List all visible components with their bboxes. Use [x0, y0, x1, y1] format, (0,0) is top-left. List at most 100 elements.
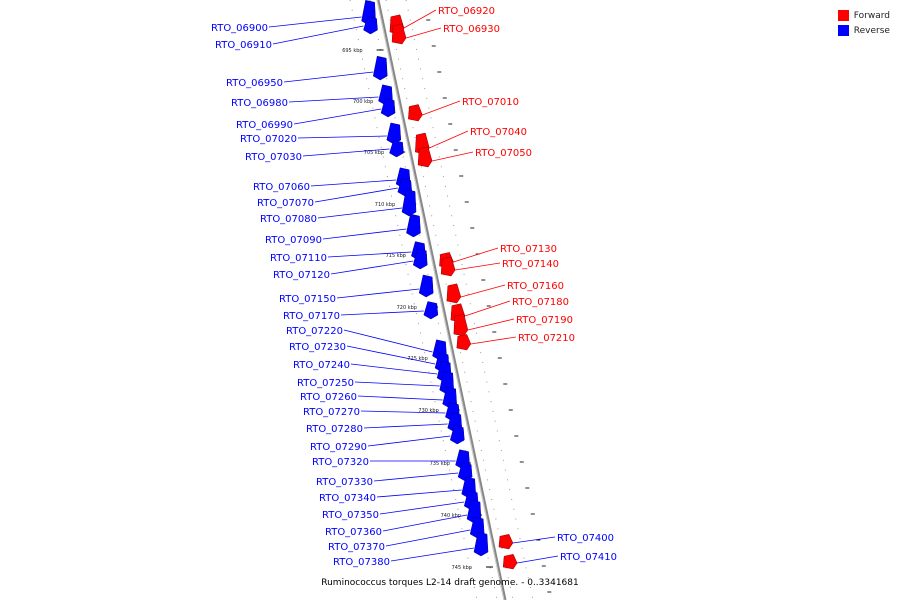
reverse-gene-label[interactable]: RTO_06910 — [215, 40, 272, 51]
reverse-gene[interactable] — [389, 140, 404, 158]
reverse-gene-label[interactable]: RTO_07290 — [310, 442, 367, 453]
reverse-gene-label[interactable]: RTO_07110 — [270, 253, 327, 264]
forward-gene-label[interactable]: RTO_07410 — [560, 552, 617, 563]
reverse-gene-label[interactable]: RTO_07120 — [273, 270, 330, 281]
reverse-gene-label[interactable]: RTO_07330 — [316, 477, 373, 488]
reverse-gene-label[interactable]: RTO_07250 — [297, 378, 354, 389]
reverse-gene[interactable] — [423, 301, 439, 320]
reverse-gene-label[interactable]: RTO_06950 — [226, 78, 283, 89]
legend-reverse-label: Reverse — [853, 25, 890, 36]
reverse-gene-label[interactable]: RTO_07280 — [306, 424, 363, 435]
forward-gene-label[interactable]: RTO_07180 — [512, 297, 569, 308]
reverse-gene[interactable] — [406, 213, 421, 238]
forward-gene[interactable] — [498, 534, 514, 550]
legend-item-reverse: Reverse — [837, 23, 890, 38]
forward-gene-label[interactable]: RTO_07210 — [518, 333, 575, 344]
reverse-leader-line — [268, 16, 362, 28]
reverse-leader-line — [327, 251, 412, 258]
reverse-leader-line — [379, 501, 465, 515]
reverse-gene-label[interactable]: RTO_06990 — [236, 120, 293, 131]
reverse-gene-label[interactable]: RTO_07070 — [257, 198, 314, 209]
reverse-leader-line — [293, 108, 382, 125]
reverse-leader-line — [357, 395, 443, 401]
forward-gene[interactable] — [408, 104, 423, 122]
reverse-gene-label[interactable]: RTO_06900 — [211, 23, 268, 34]
reverse-gene-label[interactable]: RTO_07220 — [286, 326, 343, 337]
reverse-swatch — [837, 25, 849, 36]
reverse-gene-label[interactable]: RTO_07060 — [253, 182, 310, 193]
kbp-tick-label: 695 kbp — [342, 48, 362, 54]
forward-gene[interactable] — [417, 146, 433, 168]
forward-gene-label[interactable]: RTO_07400 — [557, 533, 614, 544]
reverse-leader-line — [336, 288, 420, 299]
forward-gene-label[interactable]: RTO_07190 — [516, 315, 573, 326]
reverse-gene[interactable] — [363, 16, 378, 35]
kbp-tick-label: 720 kbp — [397, 305, 417, 311]
reverse-gene-label[interactable]: RTO_07020 — [240, 134, 297, 145]
reverse-gene[interactable] — [380, 98, 396, 118]
forward-gene[interactable] — [446, 283, 462, 304]
kbp-tick-label: 710 kbp — [375, 202, 395, 208]
reverse-leader-line — [288, 96, 379, 103]
reverse-gene-label[interactable]: RTO_07320 — [312, 457, 369, 468]
forward-leader-line — [455, 262, 501, 271]
forward-gene-label[interactable]: RTO_07140 — [502, 259, 559, 270]
forward-gene[interactable] — [453, 313, 469, 337]
forward-gene[interactable] — [456, 334, 472, 351]
reverse-gene-label[interactable]: RTO_07090 — [265, 235, 322, 246]
reverse-gene[interactable] — [449, 425, 465, 445]
reverse-gene-label[interactable]: RTO_07360 — [325, 527, 382, 538]
kbp-tick-label: 705 kbp — [364, 150, 384, 156]
label-leader-lines — [268, 9, 559, 564]
reverse-gene-label[interactable]: RTO_07240 — [293, 360, 350, 371]
forward-leader-line — [429, 130, 469, 149]
forward-gene-label[interactable]: RTO_07050 — [475, 148, 532, 159]
reverse-gene-label[interactable]: RTO_07380 — [333, 557, 390, 568]
reverse-gene-label[interactable]: RTO_07170 — [283, 311, 340, 322]
forward-gene-label[interactable]: RTO_06930 — [443, 24, 500, 35]
reverse-gene-label[interactable]: RTO_07230 — [289, 342, 346, 353]
forward-gene-label[interactable]: RTO_07010 — [462, 97, 519, 108]
kbp-tick-label: 745 kbp — [452, 565, 472, 571]
forward-gene-label[interactable]: RTO_06920 — [438, 6, 495, 17]
backbone-highlight — [376, 0, 505, 600]
reverse-leader-line — [297, 135, 387, 139]
backbone-line — [376, 0, 507, 600]
reverse-gene[interactable] — [401, 189, 417, 217]
reverse-leader-line — [272, 25, 364, 45]
forward-swatch — [837, 10, 849, 21]
forward-gene-label[interactable]: RTO_07160 — [507, 281, 564, 292]
legend: Forward Reverse — [837, 8, 890, 38]
reverse-gene-label[interactable]: RTO_07080 — [260, 214, 317, 225]
reverse-gene-label[interactable]: RTO_07260 — [300, 392, 357, 403]
forward-gene[interactable] — [440, 256, 456, 277]
legend-forward-label: Forward — [853, 10, 890, 21]
reverse-gene-label[interactable]: RTO_07270 — [303, 407, 360, 418]
kbp-tick-label: 715 kbp — [386, 253, 406, 259]
reverse-gene[interactable] — [372, 55, 388, 81]
reverse-gene[interactable] — [418, 274, 434, 298]
reverse-leader-line — [317, 207, 403, 219]
reverse-gene-label[interactable]: RTO_07370 — [328, 542, 385, 553]
forward-leader-line — [460, 284, 506, 298]
reverse-leader-line — [302, 148, 390, 157]
reverse-gene[interactable] — [412, 248, 428, 270]
reverse-gene[interactable] — [473, 531, 489, 557]
reverse-gene-label[interactable]: RTO_07340 — [319, 493, 376, 504]
reverse-gene[interactable] — [457, 462, 473, 482]
legend-item-forward: Forward — [837, 8, 890, 23]
reverse-gene-label[interactable]: RTO_07030 — [245, 152, 302, 163]
forward-gene[interactable] — [391, 23, 407, 45]
forward-gene-label[interactable]: RTO_07040 — [470, 127, 527, 138]
forward-gene-label[interactable]: RTO_07130 — [500, 244, 557, 255]
reverse-leader-line — [385, 529, 471, 547]
reverse-leader-line — [346, 345, 436, 365]
forward-leader-line — [464, 300, 511, 317]
reverse-leader-line — [382, 514, 468, 532]
reverse-leader-line — [343, 329, 433, 353]
reverse-gene-label[interactable]: RTO_07150 — [279, 294, 336, 305]
forward-leader-line — [431, 151, 474, 162]
reverse-gene-label[interactable]: RTO_07350 — [322, 510, 379, 521]
forward-gene[interactable] — [502, 554, 518, 570]
reverse-gene-label[interactable]: RTO_06980 — [231, 98, 288, 109]
